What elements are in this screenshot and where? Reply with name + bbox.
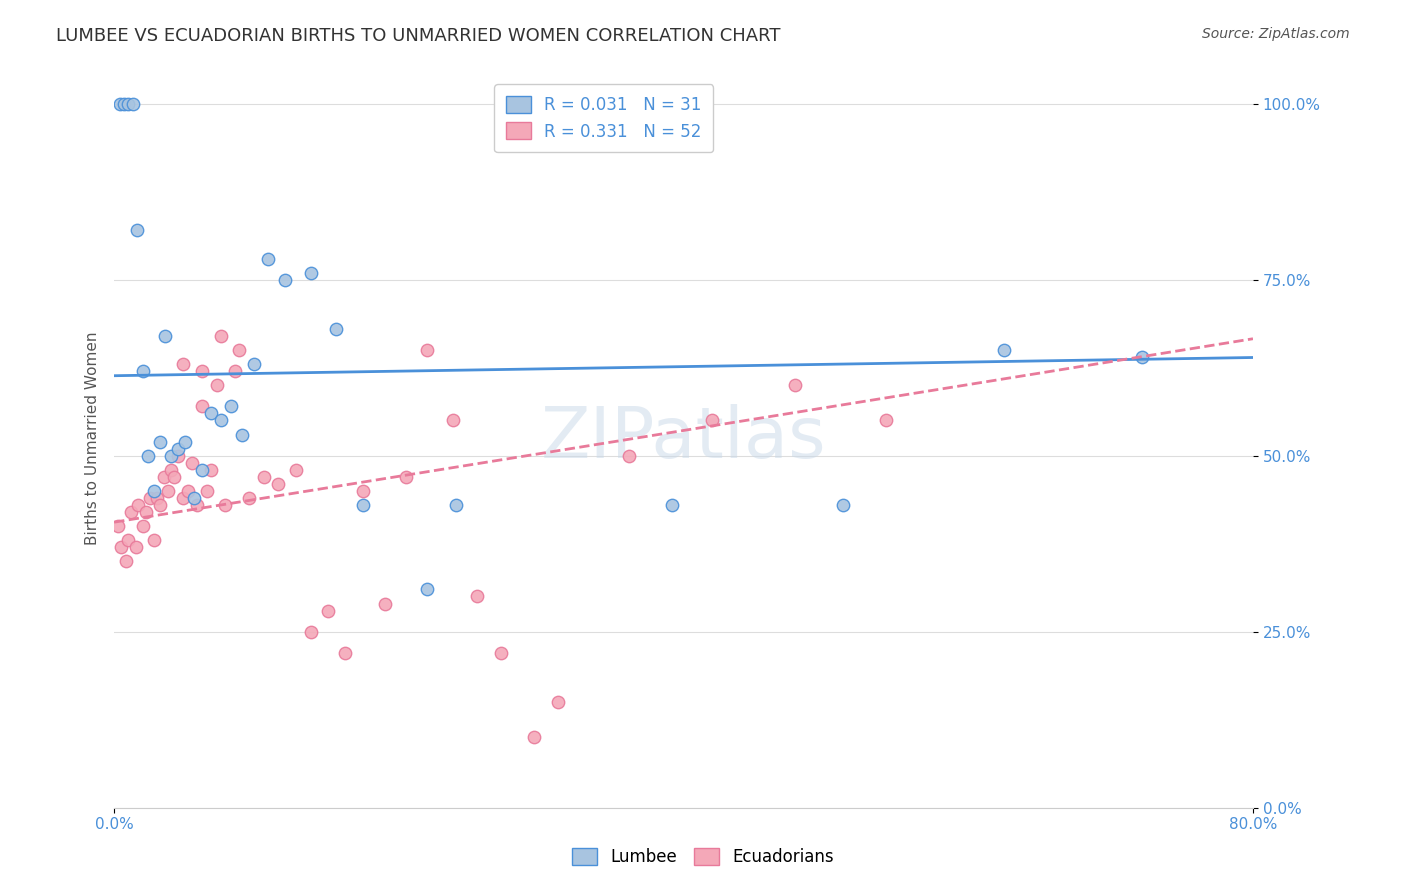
Lumbee <box>231 427 253 442</box>
Lumbee <box>112 96 135 111</box>
Ecuadorians <box>299 624 322 639</box>
Ecuadorians <box>127 498 149 512</box>
Ecuadorians <box>547 695 569 709</box>
Ecuadorians <box>177 483 200 498</box>
Ecuadorians <box>228 343 250 357</box>
Ecuadorians <box>120 505 142 519</box>
Lumbee <box>352 498 374 512</box>
Ecuadorians <box>157 483 180 498</box>
Ecuadorians <box>253 470 276 484</box>
Y-axis label: Births to Unmarried Women: Births to Unmarried Women <box>86 331 100 545</box>
Ecuadorians <box>139 491 162 505</box>
Ecuadorians <box>209 329 232 343</box>
Lumbee <box>299 266 322 280</box>
Ecuadorians <box>333 646 356 660</box>
Ecuadorians <box>191 400 214 414</box>
Lumbee <box>167 442 190 456</box>
Ecuadorians <box>214 498 236 512</box>
Lumbee <box>257 252 280 266</box>
Ecuadorians <box>163 470 186 484</box>
Ecuadorians <box>107 519 129 533</box>
Lumbee <box>200 407 222 421</box>
Lumbee <box>125 223 148 237</box>
Lumbee <box>444 498 467 512</box>
Lumbee <box>160 449 183 463</box>
Ecuadorians <box>153 470 176 484</box>
Ecuadorians <box>395 470 418 484</box>
Lumbee <box>117 96 139 111</box>
Ecuadorians <box>117 533 139 548</box>
Lumbee <box>138 449 160 463</box>
Ecuadorians <box>238 491 260 505</box>
Ecuadorians <box>316 603 339 617</box>
Ecuadorians <box>124 540 146 554</box>
Lumbee <box>242 357 264 371</box>
Ecuadorians <box>205 378 228 392</box>
Ecuadorians <box>172 357 194 371</box>
Ecuadorians <box>416 343 439 357</box>
Ecuadorians <box>146 491 169 505</box>
Ecuadorians <box>186 498 208 512</box>
Ecuadorians <box>783 378 806 392</box>
Lumbee <box>149 434 172 449</box>
Ecuadorians <box>134 505 156 519</box>
Text: Source: ZipAtlas.com: Source: ZipAtlas.com <box>1202 27 1350 41</box>
Ecuadorians <box>143 533 166 548</box>
Ecuadorians <box>285 463 308 477</box>
Ecuadorians <box>160 463 183 477</box>
Ecuadorians <box>191 364 214 378</box>
Lumbee <box>121 96 143 111</box>
Ecuadorians <box>875 413 897 427</box>
Ecuadorians <box>200 463 222 477</box>
Ecuadorians <box>267 476 290 491</box>
Ecuadorians <box>172 491 194 505</box>
Ecuadorians <box>465 590 488 604</box>
Legend: Lumbee, Ecuadorians: Lumbee, Ecuadorians <box>564 840 842 875</box>
Lumbee <box>661 498 683 512</box>
Lumbee <box>993 343 1015 357</box>
Lumbee <box>191 463 214 477</box>
Lumbee <box>325 322 347 336</box>
Lumbee <box>832 498 855 512</box>
Ecuadorians <box>149 498 172 512</box>
Ecuadorians <box>352 483 374 498</box>
Ecuadorians <box>114 554 136 568</box>
Lumbee <box>143 483 166 498</box>
Ecuadorians <box>374 597 396 611</box>
Text: LUMBEE VS ECUADORIAN BIRTHS TO UNMARRIED WOMEN CORRELATION CHART: LUMBEE VS ECUADORIAN BIRTHS TO UNMARRIED… <box>56 27 780 45</box>
Ecuadorians <box>131 519 153 533</box>
Lumbee <box>1130 350 1153 364</box>
Ecuadorians <box>181 456 204 470</box>
Text: ZIPatlas: ZIPatlas <box>541 403 827 473</box>
Lumbee <box>155 329 177 343</box>
Legend: R = 0.031   N = 31, R = 0.331   N = 52: R = 0.031 N = 31, R = 0.331 N = 52 <box>495 84 713 153</box>
Ecuadorians <box>441 413 464 427</box>
Lumbee <box>174 434 197 449</box>
Ecuadorians <box>195 483 218 498</box>
Ecuadorians <box>110 540 132 554</box>
Lumbee <box>108 96 131 111</box>
Lumbee <box>183 491 205 505</box>
Lumbee <box>209 413 232 427</box>
Lumbee <box>131 364 153 378</box>
Ecuadorians <box>700 413 723 427</box>
Ecuadorians <box>523 731 546 745</box>
Ecuadorians <box>224 364 246 378</box>
Ecuadorians <box>491 646 513 660</box>
Ecuadorians <box>619 449 641 463</box>
Ecuadorians <box>167 449 190 463</box>
Lumbee <box>274 273 297 287</box>
Lumbee <box>416 582 439 597</box>
Lumbee <box>219 400 242 414</box>
